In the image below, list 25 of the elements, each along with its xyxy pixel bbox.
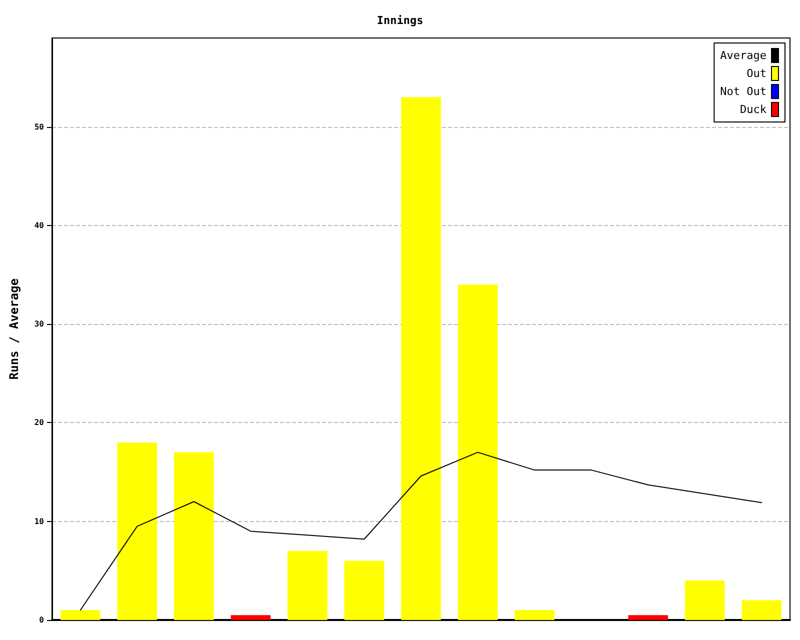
legend-label: Not Out bbox=[720, 85, 766, 98]
bar bbox=[174, 452, 214, 620]
bar bbox=[117, 442, 158, 620]
bar bbox=[288, 550, 328, 620]
legend-label: Average bbox=[720, 49, 766, 62]
legend-label: Duck bbox=[740, 103, 767, 116]
y-tick-label: 0 bbox=[39, 616, 44, 624]
y-tick-label: 50 bbox=[34, 122, 44, 132]
bar bbox=[230, 615, 271, 620]
line-series bbox=[80, 452, 762, 611]
bar bbox=[401, 97, 441, 620]
bar bbox=[628, 615, 668, 620]
chart-title: Innings bbox=[376, 14, 424, 27]
y-tick-label: 20 bbox=[34, 418, 44, 428]
bar bbox=[742, 600, 782, 620]
y-tick-label: 40 bbox=[34, 220, 44, 230]
bar bbox=[684, 580, 725, 620]
y-tick-label: 30 bbox=[34, 320, 44, 329]
y-tick-label: 10 bbox=[34, 516, 44, 526]
bar bbox=[514, 610, 554, 620]
bar bbox=[458, 284, 498, 620]
bar bbox=[60, 610, 100, 620]
bar bbox=[344, 560, 384, 620]
legend-label: Out bbox=[746, 67, 766, 80]
y-axis-title: Runs / Average bbox=[7, 278, 21, 380]
